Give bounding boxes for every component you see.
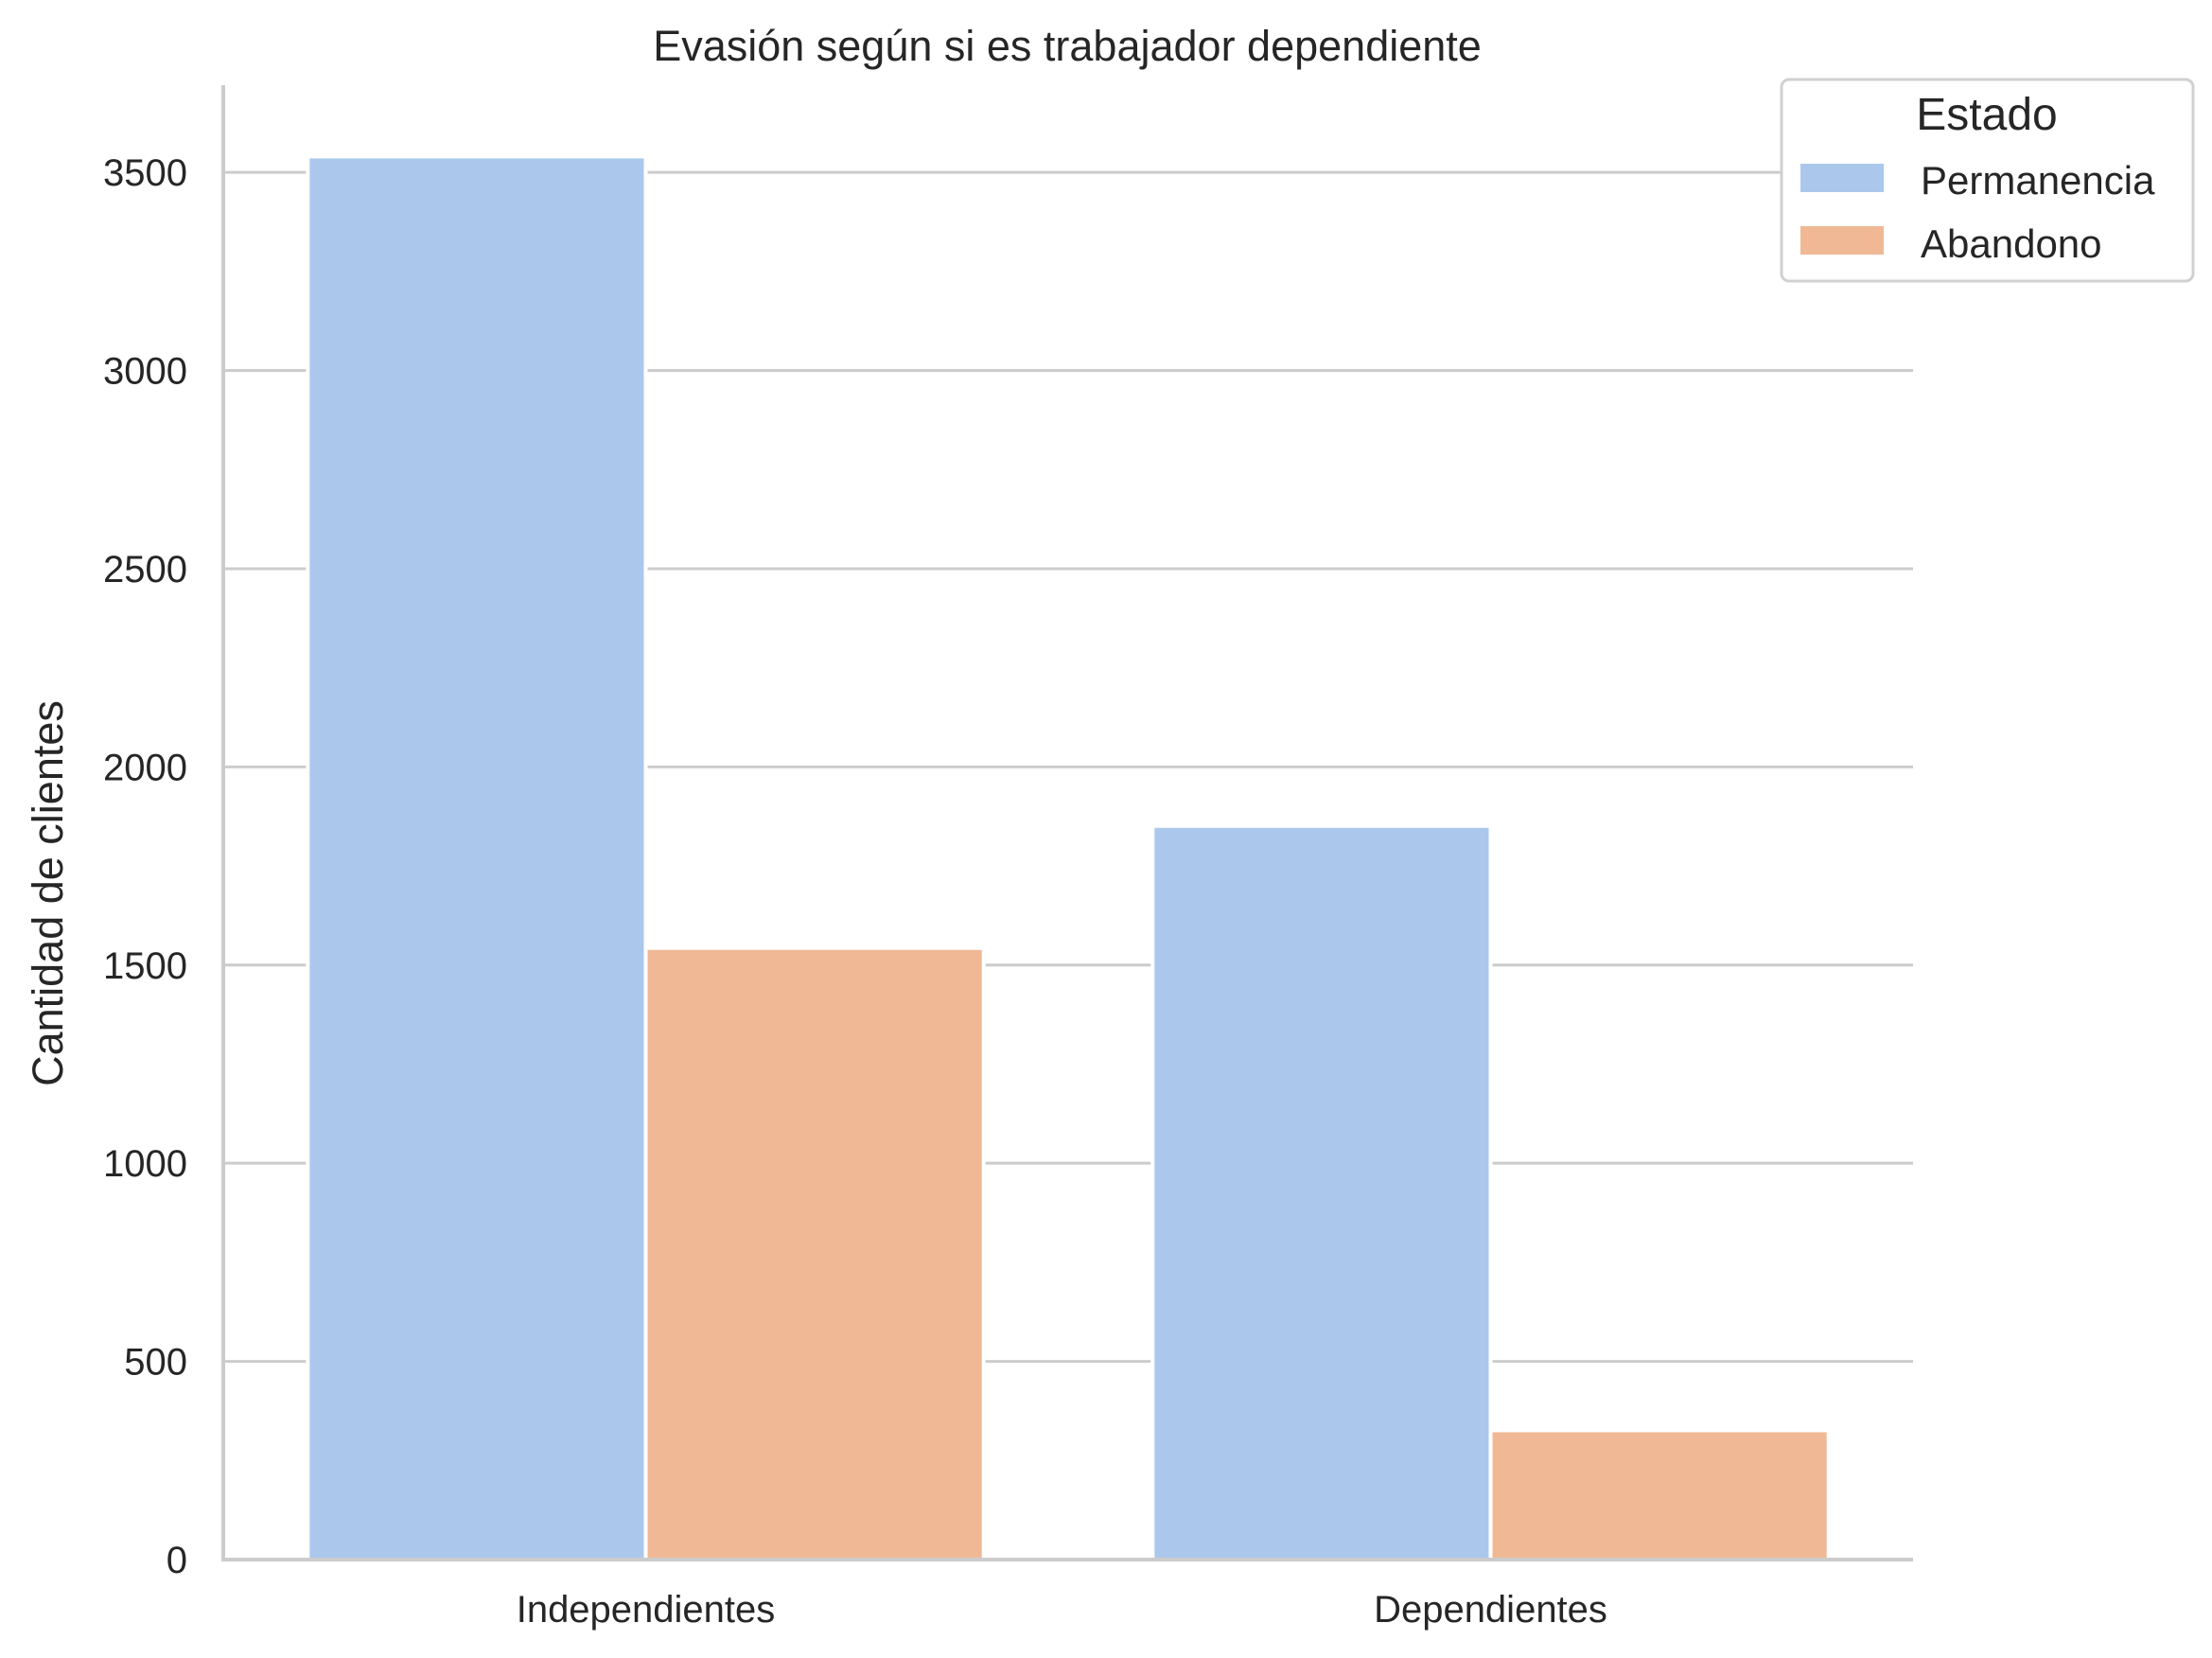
- y-tick-label: 500: [124, 1342, 187, 1384]
- y-tick-label: 2500: [103, 549, 187, 591]
- x-ticks: Independientes Dependientes: [517, 1589, 1607, 1631]
- x-tick-label: Independientes: [517, 1589, 776, 1631]
- y-tick-label: 1000: [103, 1143, 187, 1185]
- legend-title: Estado: [1916, 90, 2057, 140]
- y-tick-label: 1500: [103, 945, 187, 987]
- bar-abandono-dependientes: [1488, 1428, 1831, 1561]
- chart-title: Evasión según si es trabajador dependien…: [653, 22, 1482, 70]
- bar-permanencia-dependientes: [1150, 823, 1493, 1561]
- legend-label-abandono: Abandono: [1921, 221, 2102, 266]
- bar-permanencia-independientes: [306, 154, 648, 1562]
- y-tick-label: 2000: [103, 747, 187, 788]
- x-tick-label: Dependientes: [1374, 1589, 1607, 1631]
- y-axis-label: Cantidad de clientes: [24, 700, 72, 1086]
- y-tick-label: 3000: [103, 351, 187, 393]
- y-tick-label: 3500: [103, 152, 187, 194]
- legend-swatch-abandono: [1800, 226, 1884, 255]
- legend-label-permanencia: Permanencia: [1921, 158, 2155, 203]
- legend: Estado Permanencia Abandono: [1780, 78, 2195, 283]
- legend-swatch-permanencia: [1800, 164, 1884, 192]
- bar-abandono-independientes: [643, 945, 986, 1561]
- y-ticks: 0 500 1000 1500 2000 2500 3000 3500: [103, 152, 187, 1581]
- bars: [306, 154, 1831, 1562]
- y-tick-label: 0: [167, 1540, 187, 1581]
- legend-box: [1780, 78, 2195, 283]
